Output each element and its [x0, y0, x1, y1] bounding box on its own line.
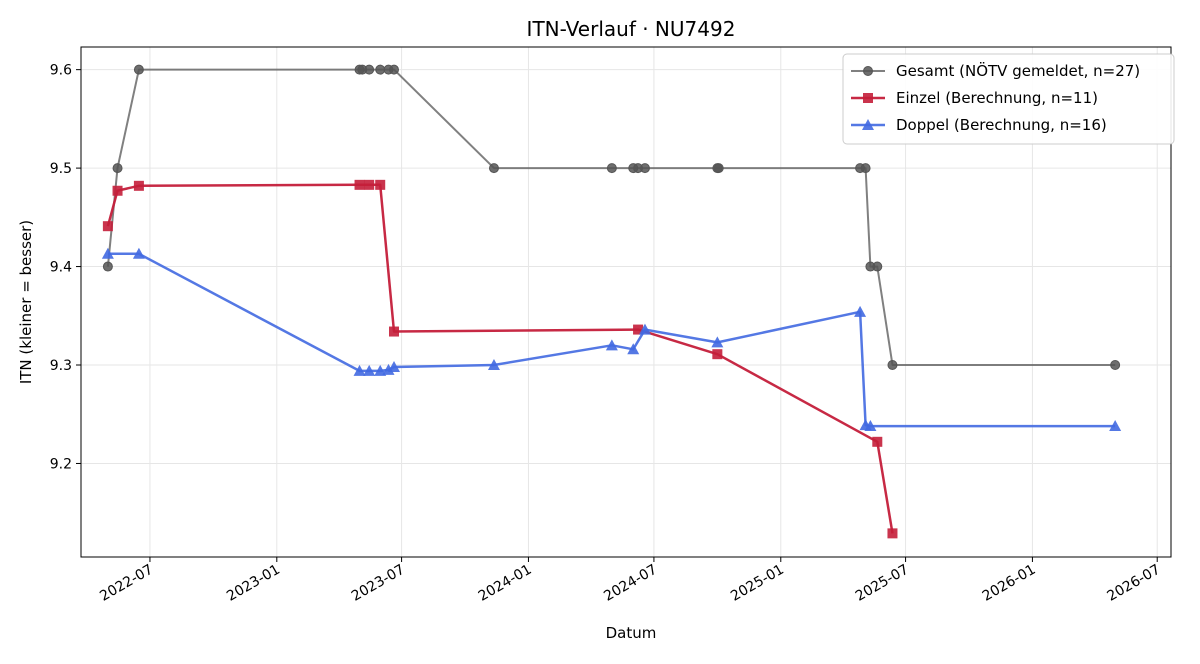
data-point: [854, 305, 867, 317]
data-point: [364, 179, 375, 190]
y-tick-label: 9.3: [50, 358, 72, 374]
data-point: [860, 163, 871, 174]
data-point: [627, 343, 640, 355]
x-tick-label: 2026-07: [1105, 562, 1164, 605]
series-3: [101, 247, 1122, 432]
x-axis-label: Datum: [606, 624, 657, 642]
data-point: [872, 436, 883, 447]
series-1: [102, 64, 1121, 371]
data-point: [388, 360, 401, 372]
data-point: [872, 261, 883, 272]
legend-marker: [862, 119, 874, 130]
data-point: [887, 360, 898, 371]
data-point: [101, 247, 114, 259]
series-2: [102, 179, 898, 539]
x-tick-label: 2025-01: [728, 562, 787, 605]
x-tick-label: 2026-01: [980, 562, 1039, 605]
data-point: [487, 359, 500, 371]
y-tick-label: 9.2: [50, 456, 72, 472]
legend-label: Gesamt (NÖTV gemeldet, n=27): [896, 61, 1140, 80]
y-axis-label: ITN (kleiner = besser): [17, 220, 35, 384]
y-tick-label: 9.4: [50, 260, 72, 276]
legend-marker: [863, 93, 873, 103]
data-point: [712, 349, 723, 360]
legend-label: Einzel (Berechnung, n=11): [896, 89, 1098, 107]
data-point: [1110, 360, 1121, 371]
plot-frame: [80, 46, 1172, 558]
data-point: [353, 364, 366, 376]
x-tick-label: 2023-07: [349, 562, 408, 605]
data-point: [389, 64, 400, 75]
x-tick-label: 2022-07: [97, 562, 156, 605]
y-tick-label: 9.6: [50, 63, 72, 79]
data-point: [132, 247, 145, 259]
data-point: [112, 163, 123, 174]
data-point: [638, 323, 651, 335]
x-tick-label: 2023-01: [224, 562, 283, 605]
data-point: [375, 64, 386, 75]
x-tick-label: 2024-07: [601, 562, 660, 605]
data-point: [711, 336, 724, 348]
data-point: [133, 180, 144, 191]
data-point: [382, 363, 395, 375]
data-point: [112, 185, 123, 196]
data-point: [606, 163, 617, 174]
data-point: [887, 528, 898, 539]
data-point: [133, 64, 144, 75]
legend-marker: [863, 66, 873, 76]
data-point: [1109, 420, 1122, 432]
data-point: [389, 326, 400, 337]
data-point: [102, 261, 113, 272]
series-line: [107, 252, 1116, 428]
data-point: [605, 339, 618, 351]
series-layer: [101, 64, 1122, 539]
chart-title: ITN-Verlauf · NU7492: [527, 17, 736, 41]
data-point: [374, 364, 387, 376]
data-point: [864, 420, 877, 432]
x-tick-label: 2024-01: [476, 562, 535, 605]
data-point: [364, 64, 375, 75]
y-tick-label: 9.5: [50, 161, 72, 177]
legend-label: Doppel (Berechnung, n=16): [896, 116, 1107, 134]
data-point: [363, 364, 376, 376]
data-point: [354, 179, 365, 190]
data-point: [633, 324, 644, 335]
data-point: [639, 163, 650, 174]
data-point: [488, 163, 499, 174]
x-tick-label: 2025-07: [853, 562, 912, 605]
series-line: [106, 183, 894, 534]
data-point: [713, 163, 724, 174]
data-point: [102, 221, 113, 232]
legend-box: [842, 53, 1175, 145]
legend: Gesamt (NÖTV gemeldet, n=27) Einzel (Bere…: [842, 53, 1175, 145]
data-point: [375, 179, 386, 190]
